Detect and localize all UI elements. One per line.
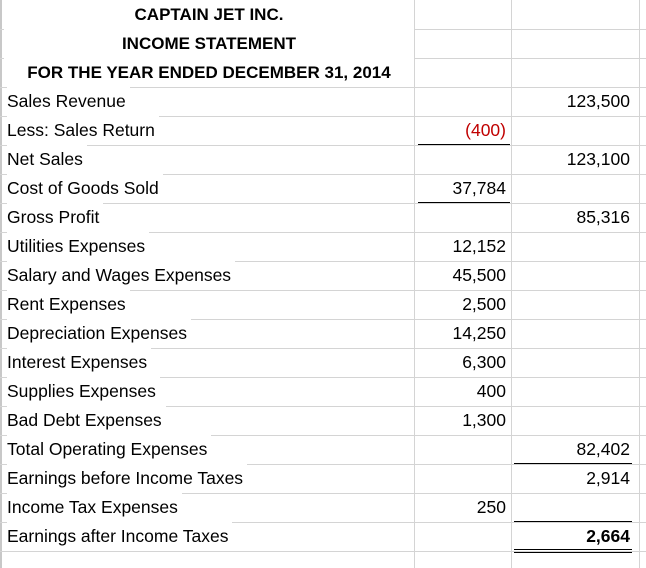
- column-divider: [511, 0, 512, 568]
- row-label-supplies[interactable]: Supplies Expenses: [7, 377, 160, 406]
- row-label-total-operating-expenses[interactable]: Total Operating Expenses: [7, 435, 212, 464]
- cell-net-sales-total[interactable]: 123,100: [566, 149, 630, 169]
- statement-title[interactable]: INCOME STATEMENT: [4, 29, 414, 58]
- column-divider: [414, 0, 415, 568]
- row-label-rent[interactable]: Rent Expenses: [7, 290, 130, 319]
- company-name[interactable]: CAPTAIN JET INC.: [4, 0, 414, 29]
- cell-cogs-amount[interactable]: 37,784: [452, 178, 506, 198]
- row-label-net-earnings[interactable]: Earnings after Income Taxes: [7, 522, 233, 551]
- row-label-cogs[interactable]: Cost of Goods Sold: [7, 174, 163, 203]
- row-divider: [0, 464, 646, 465]
- row-divider: [0, 203, 646, 204]
- row-label-sales-revenue[interactable]: Sales Revenue: [7, 87, 130, 116]
- row-label-utilities[interactable]: Utilities Expenses: [7, 232, 150, 261]
- cell-interest-amount[interactable]: 6,300: [462, 352, 506, 372]
- row-label-bad-debt[interactable]: Bad Debt Expenses: [7, 406, 166, 435]
- cell-salary-wages-amount[interactable]: 45,500: [452, 265, 506, 285]
- row-label-depreciation[interactable]: Depreciation Expenses: [7, 319, 191, 348]
- row-divider: [0, 551, 646, 552]
- row-divider: [0, 261, 646, 262]
- cell-utilities-amount[interactable]: 12,152: [452, 236, 506, 256]
- cell-total-operating-expenses[interactable]: 82,402: [576, 439, 630, 459]
- double-underline-top: [514, 549, 632, 550]
- row-divider: [0, 290, 646, 291]
- single-underline: [514, 521, 632, 522]
- row-divider: [0, 87, 646, 88]
- cell-supplies-amount[interactable]: 400: [476, 381, 506, 401]
- row-divider: [0, 319, 646, 320]
- row-divider: [0, 377, 646, 378]
- sheet-left-edge: [0, 0, 2, 568]
- double-underline-bottom: [514, 552, 632, 553]
- row-label-gross-profit[interactable]: Gross Profit: [7, 203, 104, 232]
- column-divider: [639, 0, 640, 568]
- statement-period[interactable]: FOR THE YEAR ENDED DECEMBER 31, 2014: [4, 58, 414, 87]
- row-label-ebt[interactable]: Earnings before Income Taxes: [7, 464, 248, 493]
- cell-bad-debt-amount[interactable]: 1,300: [462, 410, 506, 430]
- cell-depreciation-amount[interactable]: 14,250: [452, 323, 506, 343]
- cell-income-tax-amount[interactable]: 250: [476, 497, 506, 517]
- single-underline: [418, 202, 510, 203]
- row-divider: [0, 406, 646, 407]
- cell-net-earnings-total[interactable]: 2,664: [586, 526, 630, 546]
- row-divider: [0, 493, 646, 494]
- row-label-salary-wages[interactable]: Salary and Wages Expenses: [7, 261, 236, 290]
- row-divider: [0, 232, 646, 233]
- row-divider: [0, 435, 646, 436]
- row-divider: [0, 116, 646, 117]
- row-label-sales-return[interactable]: Less: Sales Return: [7, 116, 159, 145]
- row-label-net-sales[interactable]: Net Sales: [7, 145, 87, 174]
- cell-sales-return-amount[interactable]: (400): [465, 120, 506, 140]
- row-label-income-tax[interactable]: Income Tax Expenses: [7, 493, 182, 522]
- row-divider: [0, 522, 646, 523]
- row-divider: [0, 174, 646, 175]
- cell-gross-profit-total[interactable]: 85,316: [576, 207, 630, 227]
- cell-rent-amount[interactable]: 2,500: [462, 294, 506, 314]
- single-underline: [514, 463, 632, 464]
- row-divider: [0, 145, 646, 146]
- cell-ebt-total[interactable]: 2,914: [586, 468, 630, 488]
- cell-sales-revenue-total[interactable]: 123,500: [566, 91, 630, 111]
- single-underline: [418, 144, 510, 145]
- row-divider: [0, 348, 646, 349]
- row-label-interest[interactable]: Interest Expenses: [7, 348, 152, 377]
